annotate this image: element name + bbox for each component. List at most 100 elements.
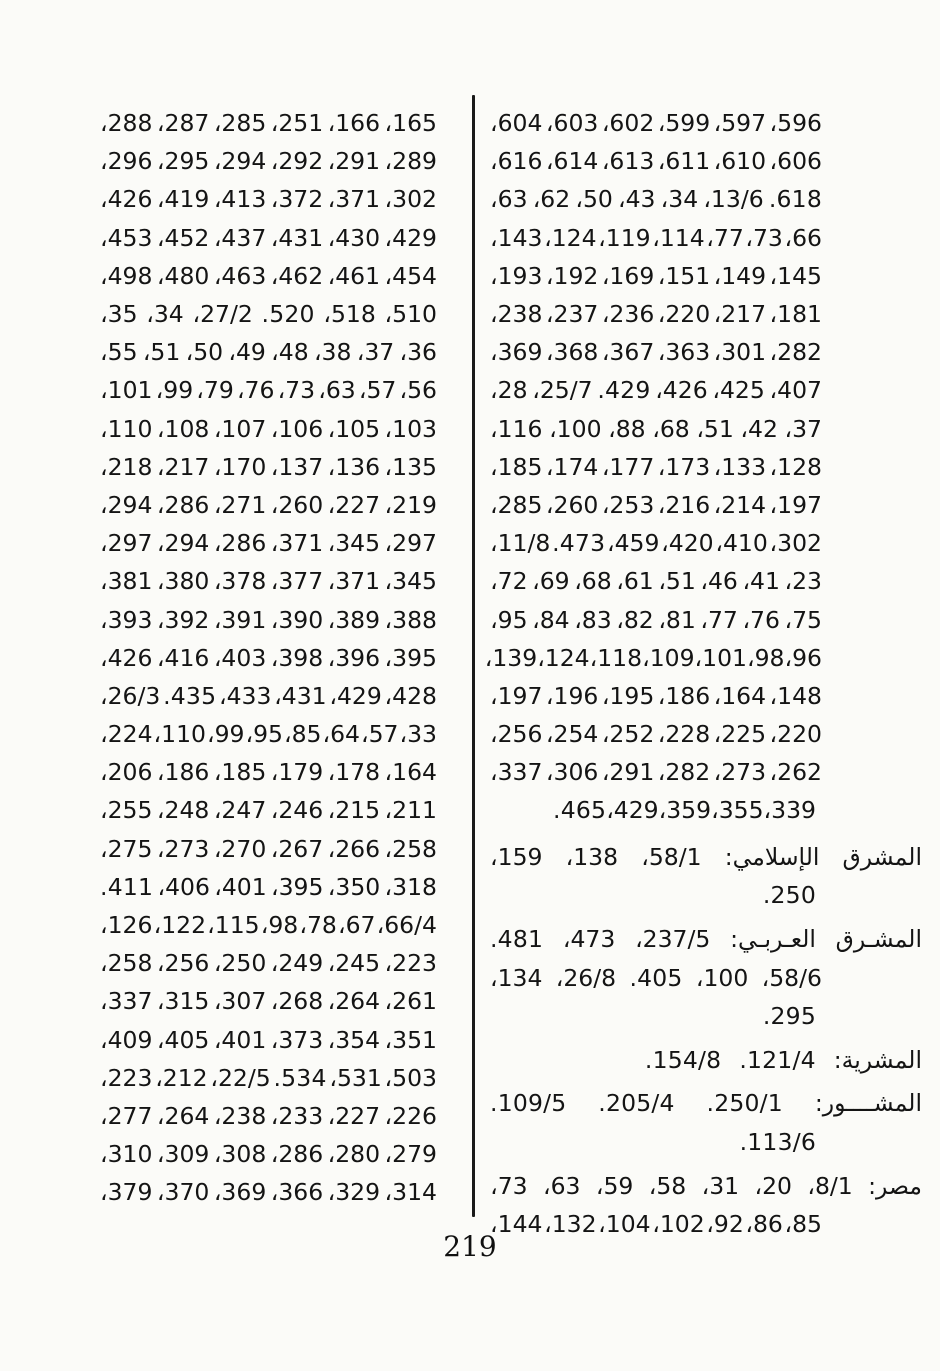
- page-ref: 473.: [552, 529, 606, 558]
- page-ref: 212،: [155, 1063, 208, 1092]
- index-line: 345، 371، 377، 378، 380، 381،: [100, 562, 437, 600]
- page-ref: 282،: [657, 758, 711, 787]
- page-ref: 371،: [270, 529, 324, 558]
- page-ref: 296،: [100, 147, 153, 176]
- page-ref: 389،: [327, 605, 381, 634]
- column-divider-rule: [472, 95, 475, 1217]
- page-ref: 377،: [270, 567, 324, 596]
- page-ref: 49،: [228, 338, 266, 367]
- index-line: 56، 57، 63، 73، 76، 79، 99، 101،: [100, 371, 437, 409]
- index-line: 128، 133، 173، 177، 174، 185،: [490, 448, 822, 486]
- page-ref: 227،: [327, 1101, 381, 1130]
- page-ref: 216،: [657, 490, 711, 519]
- page-ref: 104،: [598, 1210, 651, 1239]
- page-ref: 101،: [694, 643, 747, 672]
- index-line: 606، 610، 611، 613، 614، 616،: [490, 142, 822, 180]
- page-ref: 119،: [598, 223, 651, 252]
- page-ref: 302،: [384, 185, 437, 214]
- page-ref: 411.: [100, 872, 154, 901]
- page-ref: 135،: [384, 452, 437, 481]
- page-ref: 260،: [545, 490, 599, 519]
- index-line: 295.: [490, 997, 822, 1036]
- page-ref: 238،: [490, 300, 543, 329]
- page-ref: 310،: [100, 1140, 153, 1169]
- page-ref: 224،: [100, 720, 153, 749]
- page-ref: 185،: [490, 452, 543, 481]
- page-ref: 286،: [213, 529, 267, 558]
- page-ref: 258،: [384, 834, 437, 863]
- page-ref: 306،: [545, 758, 599, 787]
- page-ref: 100،: [695, 963, 749, 992]
- page-ref: 108،: [156, 414, 210, 443]
- page-ref: 50،: [185, 338, 224, 367]
- page-ref: 396،: [327, 643, 381, 672]
- entry-headword: المشرق: [842, 842, 922, 871]
- page-ref: 481.: [490, 925, 544, 954]
- page-ref: 337،: [100, 987, 153, 1016]
- page-ref: 250.: [762, 881, 816, 910]
- page-ref: 392،: [156, 605, 210, 634]
- page-ref: 409،: [100, 1025, 153, 1054]
- page-ref: 373،: [270, 1025, 324, 1054]
- index-line: 197، 214، 216، 253، 260، 285،: [490, 486, 822, 524]
- page-ref: 215،: [327, 796, 381, 825]
- page-ref: 270،: [213, 834, 267, 863]
- page-ref: 61،: [616, 567, 654, 596]
- page-ref: 105،: [327, 414, 381, 443]
- page-ref: 596،: [769, 109, 822, 138]
- page-ref: 405.: [629, 963, 683, 992]
- page-ref: 463،: [213, 261, 267, 290]
- page-ref: 329،: [327, 1178, 381, 1207]
- page-ref: 289،: [384, 147, 437, 176]
- page-ref: 68،: [652, 414, 690, 443]
- index-line: 407، 425، 426، 429. 25/7، 28،: [490, 371, 822, 409]
- page-ref: 113/6.: [739, 1128, 816, 1157]
- page-ref: 83،: [574, 605, 612, 634]
- index-line: المشـرق العـربـي: 237/5، 473، 481.: [490, 920, 922, 959]
- page-ref: 413،: [213, 185, 267, 214]
- page-ref: 520.: [261, 300, 315, 329]
- page-ref: 337،: [490, 758, 543, 787]
- index-line: 618. 13/6، 34، 43، 50، 62، 63،: [490, 180, 822, 218]
- page-ref: 250/1.: [706, 1089, 783, 1118]
- page-ref: 55،: [100, 338, 138, 367]
- page-ref: 534.: [273, 1063, 327, 1092]
- page-ref: 197،: [769, 490, 822, 519]
- page-ref: 179،: [270, 758, 324, 787]
- page-ref: 151،: [657, 261, 711, 290]
- index-line: 220، 225، 228، 252، 254، 256،: [490, 715, 822, 753]
- entry-headword: المشرية:: [833, 1045, 922, 1074]
- page-ref: 271،: [213, 490, 267, 519]
- page-ref: 154/8.: [644, 1045, 722, 1074]
- page-ref: 314،: [384, 1178, 437, 1207]
- page-ref: 138،: [565, 842, 619, 871]
- page-ref: 253،: [601, 490, 655, 519]
- page-ref: 134،: [490, 963, 543, 992]
- page-ref: 23،: [784, 567, 822, 596]
- page-ref: 258،: [100, 949, 153, 978]
- index-line: 165، 166، 251، 285، 287، 288،: [100, 104, 437, 142]
- index-line: 297، 345، 371، 286، 294، 297،: [100, 524, 437, 562]
- page-ref: 42،: [740, 414, 778, 443]
- page-ref: 510،: [384, 300, 437, 329]
- page-ref: 429،: [329, 681, 382, 710]
- page-ref: 437،: [213, 223, 267, 252]
- page-ref: 66،: [784, 223, 822, 252]
- page-ref: 398،: [270, 643, 324, 672]
- page-ref: 381،: [100, 567, 153, 596]
- page-ref: 613،: [601, 147, 655, 176]
- page-ref: 430،: [327, 223, 381, 252]
- page-ref: 58/1،: [641, 842, 702, 871]
- page-ref: 173،: [657, 452, 711, 481]
- page-ref: 46،: [700, 567, 738, 596]
- page-ref: 88،: [608, 414, 646, 443]
- page-ref: 250،: [213, 949, 267, 978]
- page-ref: 228،: [657, 720, 711, 749]
- page-ref: 351،: [384, 1025, 437, 1054]
- index-line: 113/6.: [490, 1123, 822, 1162]
- page-ref: 43،: [618, 185, 656, 214]
- page-ref: 388،: [384, 605, 437, 634]
- page-ref: 159،: [490, 842, 543, 871]
- page-ref: 145،: [769, 261, 822, 290]
- page-ref: 13/6،: [703, 185, 764, 214]
